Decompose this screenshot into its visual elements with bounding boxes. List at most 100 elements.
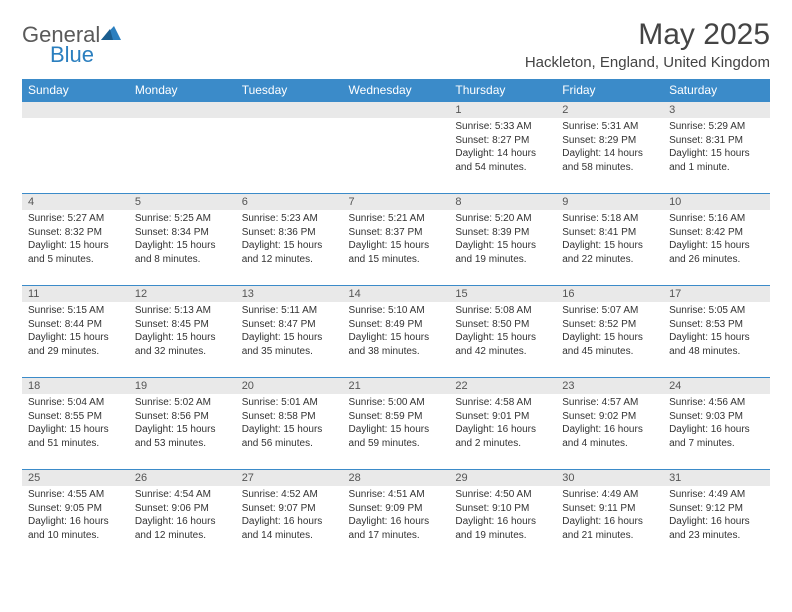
sunrise-text: Sunrise: 4:49 AM (562, 488, 657, 502)
sunset-text: Sunset: 9:11 PM (562, 502, 657, 516)
calendar-day-cell: 28Sunrise: 4:51 AMSunset: 9:09 PMDayligh… (343, 470, 450, 562)
day-details: Sunrise: 5:00 AMSunset: 8:59 PMDaylight:… (343, 394, 450, 454)
day-number (343, 102, 450, 118)
calendar-week-row: 25Sunrise: 4:55 AMSunset: 9:05 PMDayligh… (22, 470, 770, 562)
sunset-text: Sunset: 8:45 PM (135, 318, 230, 332)
daylight-text: Daylight: 15 hours and 5 minutes. (28, 239, 123, 266)
day-details: Sunrise: 5:31 AMSunset: 8:29 PMDaylight:… (556, 118, 663, 178)
daylight-text: Daylight: 15 hours and 22 minutes. (562, 239, 657, 266)
day-details: Sunrise: 5:18 AMSunset: 8:41 PMDaylight:… (556, 210, 663, 270)
day-number: 28 (343, 470, 450, 486)
calendar-day-cell: 21Sunrise: 5:00 AMSunset: 8:59 PMDayligh… (343, 378, 450, 470)
day-details (343, 118, 450, 124)
calendar-day-cell: 12Sunrise: 5:13 AMSunset: 8:45 PMDayligh… (129, 286, 236, 378)
day-header: Saturday (663, 79, 770, 102)
calendar-day-cell: 31Sunrise: 4:49 AMSunset: 9:12 PMDayligh… (663, 470, 770, 562)
calendar-day-cell: 11Sunrise: 5:15 AMSunset: 8:44 PMDayligh… (22, 286, 129, 378)
daylight-text: Daylight: 15 hours and 53 minutes. (135, 423, 230, 450)
day-details: Sunrise: 4:56 AMSunset: 9:03 PMDaylight:… (663, 394, 770, 454)
day-number: 16 (556, 286, 663, 302)
sunset-text: Sunset: 9:12 PM (669, 502, 764, 516)
calendar-day-cell (129, 102, 236, 194)
daylight-text: Daylight: 15 hours and 26 minutes. (669, 239, 764, 266)
sunset-text: Sunset: 8:31 PM (669, 134, 764, 148)
sunrise-text: Sunrise: 5:23 AM (242, 212, 337, 226)
location-text: Hackleton, England, United Kingdom (525, 54, 770, 71)
daylight-text: Daylight: 16 hours and 17 minutes. (349, 515, 444, 542)
sunrise-text: Sunrise: 5:25 AM (135, 212, 230, 226)
title-block: May 2025 Hackleton, England, United King… (525, 18, 770, 71)
day-number: 29 (449, 470, 556, 486)
page-header: General Blue May 2025 Hackleton, England… (22, 18, 770, 71)
sunrise-text: Sunrise: 4:54 AM (135, 488, 230, 502)
calendar-week-row: 1Sunrise: 5:33 AMSunset: 8:27 PMDaylight… (22, 102, 770, 194)
calendar-day-cell: 20Sunrise: 5:01 AMSunset: 8:58 PMDayligh… (236, 378, 343, 470)
daylight-text: Daylight: 15 hours and 12 minutes. (242, 239, 337, 266)
day-number: 23 (556, 378, 663, 394)
day-details: Sunrise: 4:58 AMSunset: 9:01 PMDaylight:… (449, 394, 556, 454)
day-number: 21 (343, 378, 450, 394)
calendar-day-cell (343, 102, 450, 194)
sunrise-text: Sunrise: 4:50 AM (455, 488, 550, 502)
calendar-day-cell (22, 102, 129, 194)
day-number: 25 (22, 470, 129, 486)
sunrise-text: Sunrise: 5:31 AM (562, 120, 657, 134)
day-number: 26 (129, 470, 236, 486)
day-header: Friday (556, 79, 663, 102)
day-number: 5 (129, 194, 236, 210)
calendar-day-cell: 14Sunrise: 5:10 AMSunset: 8:49 PMDayligh… (343, 286, 450, 378)
day-details: Sunrise: 5:15 AMSunset: 8:44 PMDaylight:… (22, 302, 129, 362)
sunset-text: Sunset: 8:49 PM (349, 318, 444, 332)
sunset-text: Sunset: 8:50 PM (455, 318, 550, 332)
day-details: Sunrise: 5:07 AMSunset: 8:52 PMDaylight:… (556, 302, 663, 362)
sunrise-text: Sunrise: 5:18 AM (562, 212, 657, 226)
day-number: 9 (556, 194, 663, 210)
logo-text-blue: Blue (50, 42, 121, 68)
daylight-text: Daylight: 15 hours and 1 minute. (669, 147, 764, 174)
day-details: Sunrise: 4:57 AMSunset: 9:02 PMDaylight:… (556, 394, 663, 454)
sunrise-text: Sunrise: 4:56 AM (669, 396, 764, 410)
calendar-week-row: 11Sunrise: 5:15 AMSunset: 8:44 PMDayligh… (22, 286, 770, 378)
calendar-day-cell: 6Sunrise: 5:23 AMSunset: 8:36 PMDaylight… (236, 194, 343, 286)
sunset-text: Sunset: 8:58 PM (242, 410, 337, 424)
sunset-text: Sunset: 8:56 PM (135, 410, 230, 424)
sunset-text: Sunset: 8:41 PM (562, 226, 657, 240)
day-details (236, 118, 343, 124)
calendar-day-cell (236, 102, 343, 194)
day-details: Sunrise: 5:27 AMSunset: 8:32 PMDaylight:… (22, 210, 129, 270)
day-number: 8 (449, 194, 556, 210)
calendar-day-cell: 10Sunrise: 5:16 AMSunset: 8:42 PMDayligh… (663, 194, 770, 286)
daylight-text: Daylight: 16 hours and 12 minutes. (135, 515, 230, 542)
daylight-text: Daylight: 15 hours and 38 minutes. (349, 331, 444, 358)
sunset-text: Sunset: 9:05 PM (28, 502, 123, 516)
daylight-text: Daylight: 15 hours and 51 minutes. (28, 423, 123, 450)
calendar-body: 1Sunrise: 5:33 AMSunset: 8:27 PMDaylight… (22, 102, 770, 562)
day-header: Wednesday (343, 79, 450, 102)
day-details: Sunrise: 5:04 AMSunset: 8:55 PMDaylight:… (22, 394, 129, 454)
calendar-day-cell: 4Sunrise: 5:27 AMSunset: 8:32 PMDaylight… (22, 194, 129, 286)
daylight-text: Daylight: 15 hours and 42 minutes. (455, 331, 550, 358)
day-details: Sunrise: 5:21 AMSunset: 8:37 PMDaylight:… (343, 210, 450, 270)
daylight-text: Daylight: 15 hours and 8 minutes. (135, 239, 230, 266)
daylight-text: Daylight: 15 hours and 19 minutes. (455, 239, 550, 266)
sunrise-text: Sunrise: 4:51 AM (349, 488, 444, 502)
day-details: Sunrise: 4:54 AMSunset: 9:06 PMDaylight:… (129, 486, 236, 546)
day-details: Sunrise: 5:16 AMSunset: 8:42 PMDaylight:… (663, 210, 770, 270)
daylight-text: Daylight: 15 hours and 35 minutes. (242, 331, 337, 358)
day-details: Sunrise: 4:49 AMSunset: 9:12 PMDaylight:… (663, 486, 770, 546)
calendar-day-cell: 7Sunrise: 5:21 AMSunset: 8:37 PMDaylight… (343, 194, 450, 286)
daylight-text: Daylight: 15 hours and 15 minutes. (349, 239, 444, 266)
day-number: 22 (449, 378, 556, 394)
daylight-text: Daylight: 14 hours and 58 minutes. (562, 147, 657, 174)
day-number: 7 (343, 194, 450, 210)
day-header: Sunday (22, 79, 129, 102)
sunset-text: Sunset: 8:53 PM (669, 318, 764, 332)
day-details: Sunrise: 4:55 AMSunset: 9:05 PMDaylight:… (22, 486, 129, 546)
daylight-text: Daylight: 16 hours and 21 minutes. (562, 515, 657, 542)
calendar-week-row: 18Sunrise: 5:04 AMSunset: 8:55 PMDayligh… (22, 378, 770, 470)
day-details: Sunrise: 5:01 AMSunset: 8:58 PMDaylight:… (236, 394, 343, 454)
day-details: Sunrise: 4:52 AMSunset: 9:07 PMDaylight:… (236, 486, 343, 546)
calendar-day-cell: 9Sunrise: 5:18 AMSunset: 8:41 PMDaylight… (556, 194, 663, 286)
day-details: Sunrise: 5:33 AMSunset: 8:27 PMDaylight:… (449, 118, 556, 178)
calendar-day-cell: 22Sunrise: 4:58 AMSunset: 9:01 PMDayligh… (449, 378, 556, 470)
